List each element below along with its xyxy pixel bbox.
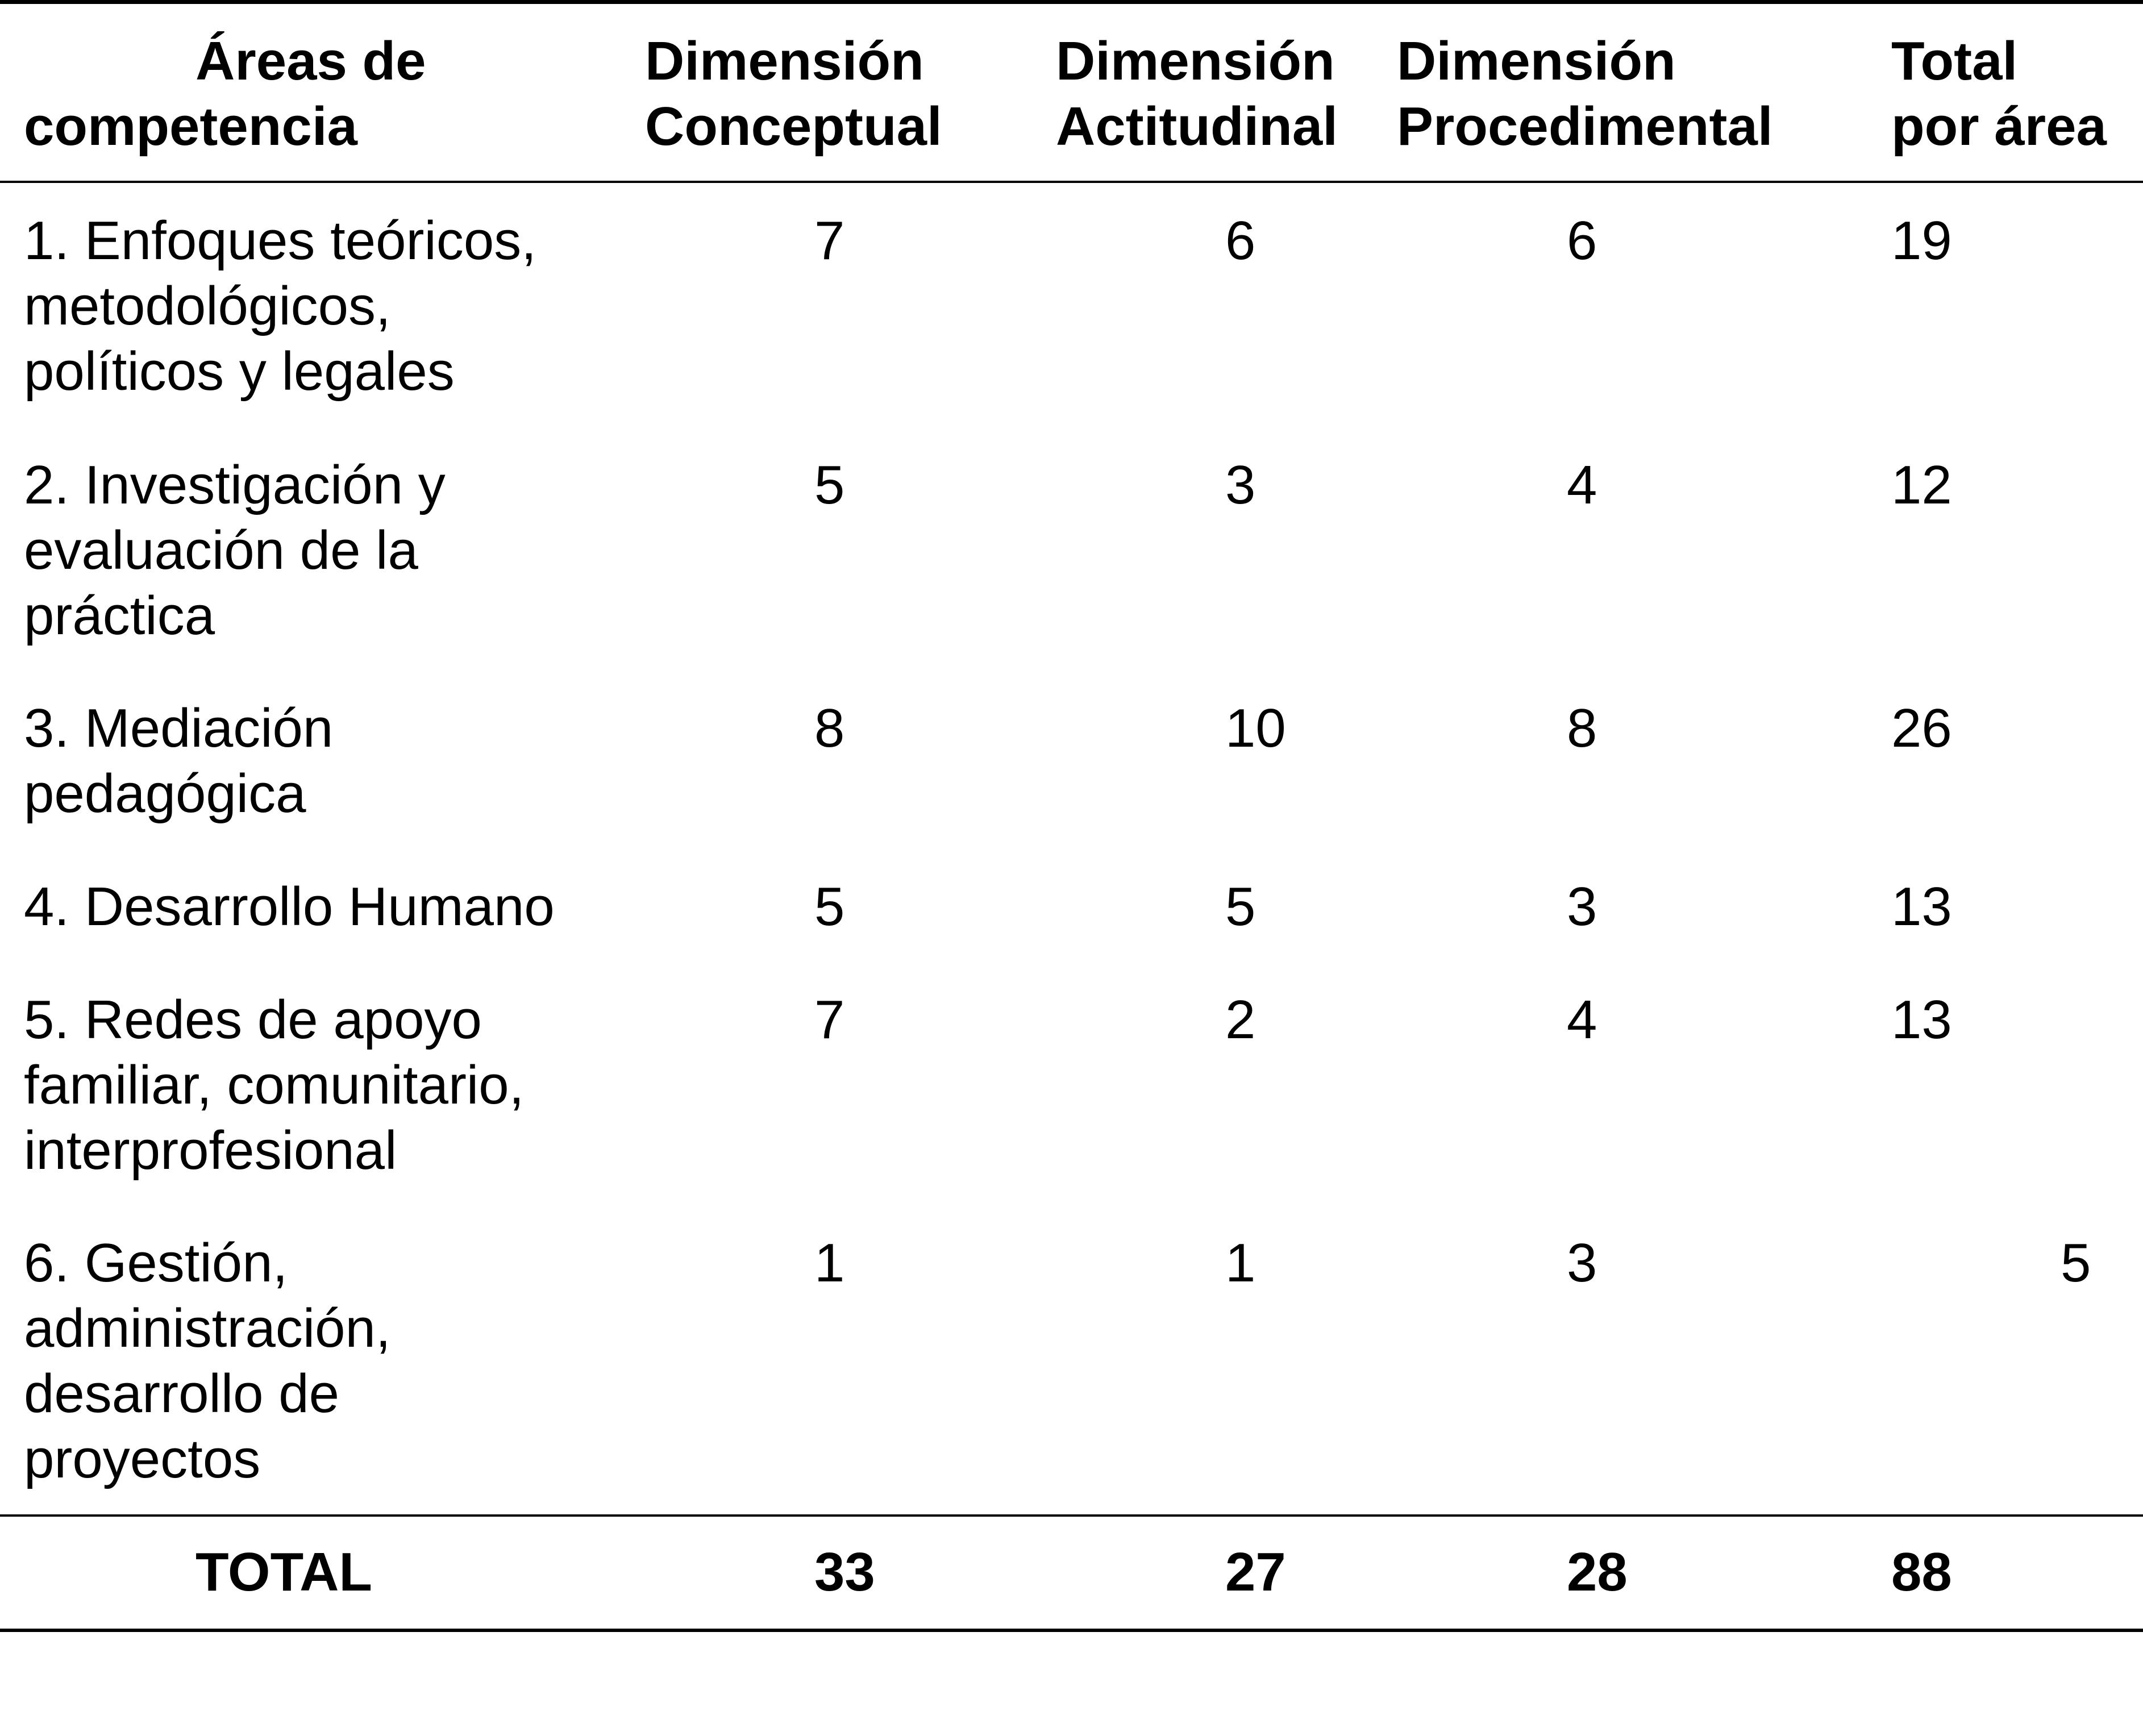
row-6-area-line-3: desarrollo de [24,1363,339,1424]
row-5-area-line-3: interprofesional [24,1120,397,1181]
row-5-area-line-1: 5. Redes de apoyo [24,989,482,1050]
table-row-4-area: 4. Desarrollo Humano [24,874,555,939]
row-6-area-line-1: 6. Gestión, [24,1233,288,1293]
table-row-4-total: 13 [1891,876,1952,937]
header-actitudinal-line-1: Dimensión [1056,31,1335,91]
row-1-area-line-1: 1. Enfoques teóricos, [24,210,536,271]
table-row-6-procedimental: 3 [1567,1233,1597,1293]
header-procedimental: Dimensión Procedimental [1397,28,1773,159]
table-row-4-actitudinal: 5 [1225,876,1256,937]
header-total-line-1: Total [1891,31,2018,91]
table-row-5-total: 13 [1891,989,1952,1050]
header-areas: Áreas de competencia [24,28,426,159]
table-row-1-area: 1. Enfoques teóricos, metodológicos, pol… [24,208,536,404]
header-total-line-2: por área [1891,96,2107,157]
row-2-area-line-1: 2. Investigación y [24,455,446,515]
table-row-2-actitudinal: 3 [1225,455,1256,515]
row-1-area-line-3: políticos y legales [24,341,455,402]
header-procedimental-line-1: Dimensión [1397,31,1676,91]
table-row-1-actitudinal: 6 [1225,210,1256,271]
table-row-4-conceptual: 5 [814,876,845,937]
table-row-1-total: 19 [1891,210,1952,271]
row-6-area-line-2: administración, [24,1298,391,1359]
table-row-5-procedimental: 4 [1567,989,1597,1050]
header-actitudinal: Dimensión Actitudinal [1056,28,1338,159]
header-procedimental-line-2: Procedimental [1397,96,1773,157]
table-row-6-area: 6. Gestión, administración, desarrollo d… [24,1230,391,1492]
table-row-3-area: 3. Mediación pedagógica [24,696,333,826]
table-row-2-procedimental: 4 [1567,455,1597,515]
totals-label: TOTAL [195,1542,373,1602]
row-6-area-line-4: proyectos [24,1429,261,1489]
header-total-por-area: Total por área [1891,28,2107,159]
header-areas-line-1: Áreas de [195,31,426,91]
table-row-6-conceptual: 1 [814,1233,845,1293]
table-row-3-total: 26 [1891,698,1952,759]
table-row-1-conceptual: 7 [814,210,845,271]
header-conceptual: Dimensión Conceptual [645,28,942,159]
table-row-2-conceptual: 5 [814,455,845,515]
row-3-area-line-1: 3. Mediación [24,698,334,759]
row-2-area-line-3: práctica [24,585,215,646]
header-conceptual-line-2: Conceptual [645,96,942,157]
totals-procedimental: 28 [1567,1542,1628,1602]
header-bottom-rule [0,181,2143,183]
totals-actitudinal: 27 [1225,1542,1286,1602]
row-2-area-line-2: evaluación de la [24,520,418,581]
totals-conceptual: 33 [814,1542,875,1602]
row-3-area-line-2: pedagógica [24,763,306,824]
table-row-2-total: 12 [1891,455,1952,515]
table-top-rule [0,0,2143,4]
header-areas-line-2: competencia [24,96,357,157]
table-row-6-actitudinal: 1 [1225,1233,1256,1293]
table-row-5-actitudinal: 2 [1225,989,1256,1050]
totals-top-rule [0,1514,2143,1517]
table-row-5-area: 5. Redes de apoyo familiar, comunitario,… [24,987,524,1183]
row-4-area-line-1: 4. Desarrollo Humano [24,876,555,937]
table-row-6-total: 5 [2061,1233,2091,1293]
table-row-3-conceptual: 8 [814,698,845,759]
table-bottom-rule [0,1629,2143,1632]
row-1-area-line-2: metodológicos, [24,276,391,336]
table-row-5-conceptual: 7 [814,989,845,1050]
table-row-3-procedimental: 8 [1567,698,1597,759]
table-row-3-actitudinal: 10 [1225,698,1286,759]
table-row-4-procedimental: 3 [1567,876,1597,937]
table-row-2-area: 2. Investigación y evaluación de la prác… [24,452,446,648]
table-row-1-procedimental: 6 [1567,210,1597,271]
header-actitudinal-line-2: Actitudinal [1056,96,1338,157]
row-5-area-line-2: familiar, comunitario, [24,1055,525,1115]
totals-total: 88 [1891,1542,1952,1602]
header-conceptual-line-1: Dimensión [645,31,924,91]
